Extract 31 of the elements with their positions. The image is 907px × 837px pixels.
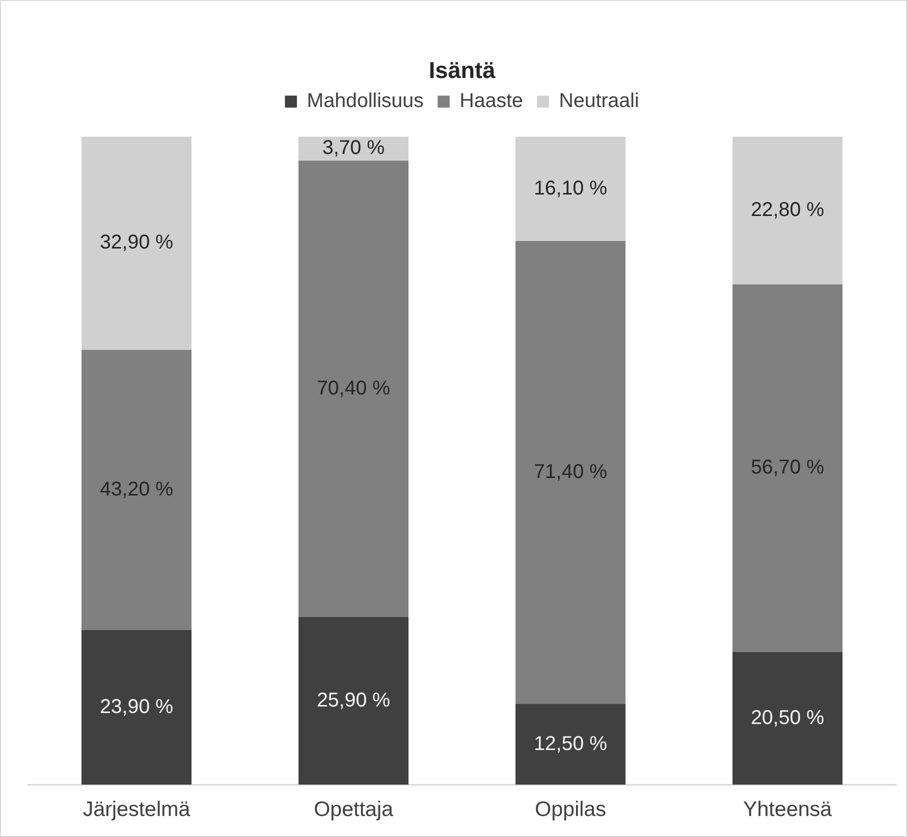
bar — [298, 160, 409, 617]
legend-label: Neutraali — [559, 90, 640, 112]
bar — [298, 616, 409, 785]
data-label: 71,40 % — [534, 460, 608, 483]
data-label: 32,90 % — [100, 232, 174, 254]
bar — [81, 136, 192, 350]
bar — [515, 136, 626, 241]
data-label: 20,50 % — [750, 706, 824, 729]
x-tick-label: Oppilas — [534, 798, 606, 822]
bar — [81, 350, 192, 630]
data-label: 12,50 % — [534, 732, 608, 755]
data-label: 22,80 % — [750, 199, 824, 222]
bar — [732, 136, 843, 284]
data-label: 70,40 % — [316, 377, 390, 400]
legend-label: Haaste — [460, 90, 524, 112]
data-label: 25,90 % — [316, 689, 390, 712]
data-label: 3,70 % — [322, 137, 385, 160]
chart-title: Isäntä — [428, 57, 496, 84]
bar — [732, 652, 843, 785]
legend-label: Mahdollisuus — [306, 90, 424, 112]
data-label: 56,70 % — [750, 456, 824, 479]
x-tick-label: Yhteensä — [743, 798, 832, 822]
x-tick-label: Järjestelmä — [82, 798, 190, 822]
bar — [81, 630, 192, 785]
data-label: 16,10 % — [534, 177, 608, 200]
data-label: 23,90 % — [100, 696, 174, 718]
bar — [732, 284, 843, 652]
x-tick-label: Opettaja — [314, 798, 394, 822]
data-label: 43,20 % — [100, 478, 174, 500]
bar — [515, 704, 626, 785]
bar — [515, 240, 626, 704]
